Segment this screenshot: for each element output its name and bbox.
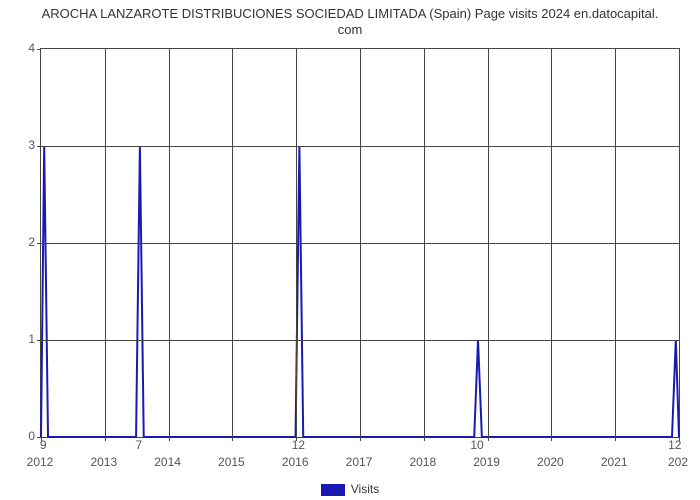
gridline-v [615, 49, 616, 437]
xtick-label: 2019 [473, 455, 500, 469]
xtick-mark [488, 437, 489, 441]
ytick-mark [37, 243, 41, 244]
gridline-v [296, 49, 297, 437]
xtick-label: 2016 [282, 455, 309, 469]
xtick-label: 2018 [409, 455, 436, 469]
xtick-mark [232, 437, 233, 441]
xtick-label: 2014 [154, 455, 181, 469]
legend-swatch [321, 484, 345, 496]
plot-area [40, 48, 680, 438]
spike-value-label: 12 [292, 438, 305, 452]
legend-label: Visits [351, 482, 379, 496]
xtick-mark [169, 437, 170, 441]
gridline-v [232, 49, 233, 437]
spike-value-label: 10 [470, 438, 483, 452]
xtick-mark [551, 437, 552, 441]
ytick-label: 0 [5, 429, 35, 443]
ytick-label: 1 [5, 332, 35, 346]
legend: Visits [0, 482, 700, 496]
gridline-v [551, 49, 552, 437]
chart-container: AROCHA LANZAROTE DISTRIBUCIONES SOCIEDAD… [0, 0, 700, 500]
xtick-mark [105, 437, 106, 441]
xtick-label: 2017 [346, 455, 373, 469]
xtick-label: 202 [668, 455, 688, 469]
ytick-mark [37, 340, 41, 341]
gridline-v [488, 49, 489, 437]
spike-value-label: 7 [136, 438, 143, 452]
chart-title-line1: AROCHA LANZAROTE DISTRIBUCIONES SOCIEDAD… [42, 6, 659, 21]
xtick-label: 2021 [601, 455, 628, 469]
xtick-mark [360, 437, 361, 441]
chart-title-line2: com [338, 22, 363, 37]
spike-value-label: 12 [668, 438, 681, 452]
gridline-v [424, 49, 425, 437]
ytick-mark [37, 49, 41, 50]
chart-title: AROCHA LANZAROTE DISTRIBUCIONES SOCIEDAD… [0, 6, 700, 39]
ytick-label: 2 [5, 235, 35, 249]
gridline-v [169, 49, 170, 437]
ytick-label: 3 [5, 138, 35, 152]
xtick-label: 2013 [90, 455, 117, 469]
xtick-label: 2012 [27, 455, 54, 469]
xtick-label: 2020 [537, 455, 564, 469]
ytick-label: 4 [5, 41, 35, 55]
spike-value-label: 9 [40, 438, 47, 452]
xtick-mark [615, 437, 616, 441]
gridline-v [360, 49, 361, 437]
xtick-label: 2015 [218, 455, 245, 469]
gridline-v [105, 49, 106, 437]
ytick-mark [37, 146, 41, 147]
xtick-mark [424, 437, 425, 441]
